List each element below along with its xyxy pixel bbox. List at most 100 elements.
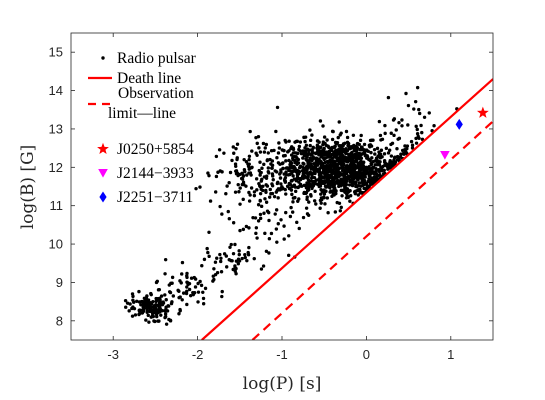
pulsar-point [364, 170, 368, 174]
pulsar-point [252, 193, 257, 198]
pulsar-point [258, 160, 262, 164]
pulsar-point [366, 155, 370, 160]
pulsar-point [192, 291, 197, 295]
x-tick-label: 1 [447, 347, 454, 362]
pulsar-point [345, 177, 350, 181]
pulsar-point [339, 188, 344, 193]
y-tick-label: 13 [49, 121, 63, 136]
pulsar-point [301, 165, 305, 169]
pulsar-point [150, 314, 155, 319]
pulsar-point [269, 162, 273, 166]
pulsar-point [242, 157, 246, 162]
pulsar-point [308, 156, 312, 160]
pulsar-point [262, 175, 267, 179]
pulsar-point [266, 210, 271, 215]
pulsar-point [169, 301, 174, 306]
pulsar-point [216, 170, 220, 174]
pulsar-point [133, 313, 138, 317]
pulsar-point [375, 159, 380, 163]
pulsar-point [384, 146, 389, 151]
pulsar-point [415, 85, 420, 90]
pulsar-point [342, 168, 347, 173]
pulsar-point [289, 205, 293, 210]
pulsar-point [312, 167, 317, 171]
pulsar-point [330, 129, 335, 134]
pulsar-point [264, 249, 269, 253]
pulsar-point [275, 155, 279, 160]
pulsar-point [319, 177, 323, 182]
pulsar-point [301, 215, 306, 220]
pulsar-point [405, 147, 409, 151]
pulsar-point [284, 159, 288, 163]
pulsar-point [266, 151, 270, 155]
pulsar-point [394, 128, 398, 132]
x-tick-label: -1 [276, 347, 288, 362]
pulsar-point [324, 168, 329, 172]
pulsar-point [237, 259, 242, 263]
pulsar-point [163, 312, 168, 316]
pulsar-point [330, 183, 334, 187]
pulsar-point [228, 170, 233, 175]
x-axis-label: log(P) [s] [243, 374, 322, 394]
pulsar-point [389, 131, 393, 135]
pulsar-point [321, 142, 325, 147]
pulsar-point [392, 117, 397, 121]
pulsar-point [205, 246, 209, 251]
pulsar-point [332, 182, 337, 187]
pulsar-point [371, 165, 376, 170]
pulsar-point [270, 191, 275, 196]
x-tick-label: 0 [363, 347, 370, 362]
pulsar-point [231, 145, 235, 149]
pulsar-point [333, 159, 337, 164]
legend-diamond-symbol [99, 191, 107, 203]
pulsar-point [308, 128, 312, 132]
pulsar-point [277, 146, 282, 150]
pulsar-point [213, 190, 218, 194]
pulsar-point [268, 195, 272, 199]
pulsar-point [222, 151, 226, 155]
pulsar-point [249, 173, 253, 177]
pulsar-point [137, 312, 141, 317]
pulsar-point [261, 141, 266, 146]
pulsar-point [414, 124, 418, 129]
pulsar-point [292, 183, 296, 187]
pulsar-point [305, 155, 309, 159]
pulsar-point [337, 120, 341, 124]
pulsar-point [368, 158, 372, 163]
pulsar-point [151, 305, 155, 309]
pulsar-point [284, 210, 288, 215]
pulsar-point [336, 135, 340, 140]
pulsar-point [234, 169, 239, 173]
pulsar-point [350, 183, 355, 188]
pulsar-point [139, 303, 143, 307]
pulsar-point [340, 161, 345, 165]
pulsar-point [270, 166, 274, 170]
pulsar-point [392, 133, 396, 138]
pulsar-point [295, 220, 299, 225]
pulsar-point [233, 265, 237, 270]
pulsar-point [254, 151, 258, 155]
pulsar-point [274, 170, 279, 174]
pulsar-point [258, 198, 262, 203]
pulsar-point [143, 297, 148, 302]
pulsar-point [147, 320, 151, 324]
pulsar-point [344, 188, 349, 192]
pulsar-point [377, 119, 382, 124]
pulsar-point [279, 218, 283, 222]
pulsar-point [378, 152, 383, 156]
pulsar-point [199, 283, 204, 288]
pulsar-point [290, 166, 294, 170]
pulsar-point [306, 213, 311, 218]
pulsar-point [237, 190, 241, 194]
pulsar-point [268, 187, 272, 192]
pulsar-point [389, 154, 394, 158]
pulsar-point [406, 103, 411, 108]
pulsar-point [326, 183, 330, 187]
legend-dot-symbol [101, 56, 105, 60]
pulsar-point [267, 237, 272, 241]
pulsar-point [196, 300, 200, 304]
pulsar-point [153, 319, 157, 324]
pulsar-point [326, 160, 330, 164]
pulsar-point [334, 191, 338, 196]
pulsar-point [285, 166, 289, 170]
